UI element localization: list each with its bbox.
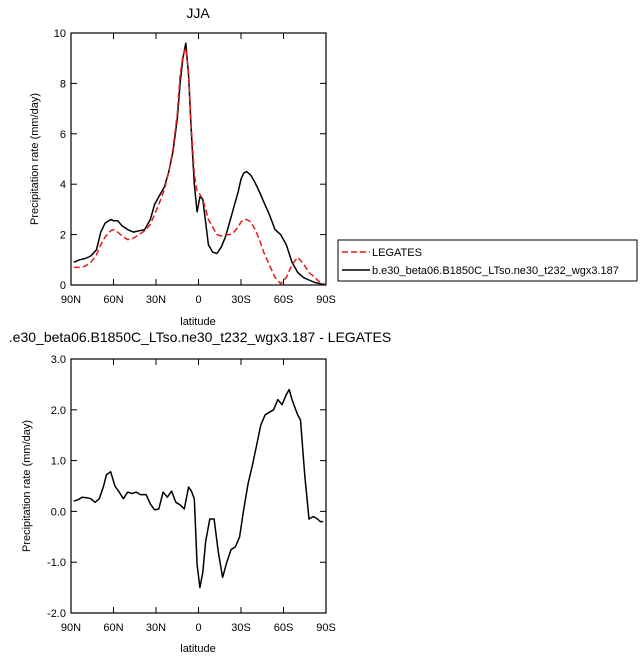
legend-label-legates: LEGATES: [372, 247, 422, 259]
top-x-axis-label: latitude: [180, 316, 215, 328]
top-y-tick-layer: 0 2 4 6 8 10: [54, 28, 326, 292]
bottom-chart-title: .e30_beta06.B1850C_LTso.ne30_t232_wgx3.1…: [9, 329, 391, 345]
bottom-y-tick-label: -1.0: [47, 557, 66, 569]
bottom-series-line-difference: [73, 388, 324, 589]
top-x-tick-layer: 90N 60N 30N 0 30S 60S 90S: [61, 33, 336, 306]
top-y-tick-label: 6: [60, 129, 66, 141]
top-y-tick-label: 8: [60, 78, 66, 90]
top-series-line-model: [73, 42, 325, 286]
bottom-x-tick-layer: 90N 60N 30N 0 30S 60S 90S: [61, 359, 336, 634]
bottom-x-tick-label: 30S: [231, 622, 251, 634]
bottom-x-tick-label: 60S: [274, 622, 294, 634]
top-x-tick-label: 0: [195, 294, 201, 306]
top-y-axis-label: Precipitation rate (mm/day): [29, 93, 41, 225]
top-y-tick-label: 0: [60, 280, 66, 292]
top-y-tick-label: 10: [54, 28, 66, 40]
bottom-y-tick-layer: -2.0 -1.0 0.0 1.0 2.0 3.0: [47, 354, 326, 620]
bottom-y-tick-label: 2.0: [51, 405, 66, 417]
legend-label-model: b.e30_beta06.B1850C_LTso.ne30_t232_wgx3.…: [372, 265, 619, 277]
bottom-y-tick-label: 3.0: [51, 354, 66, 366]
top-x-tick-label: 30N: [146, 294, 166, 306]
bottom-y-axis-label: Precipitation rate (mm/day): [21, 420, 33, 552]
top-y-tick-label: 4: [60, 179, 66, 191]
bottom-x-tick-label: 0: [195, 622, 201, 634]
legend: LEGATES b.e30_beta06.B1850C_LTso.ne30_t2…: [337, 239, 638, 282]
bottom-y-tick-label: 1.0: [51, 456, 66, 468]
bottom-x-tick-label: 90N: [61, 622, 81, 634]
top-y-tick-label: 2: [60, 230, 66, 242]
bottom-x-axis-label: latitude: [180, 643, 215, 655]
bottom-y-tick-label: -2.0: [47, 608, 66, 620]
bottom-y-tick-label: 0.0: [51, 506, 66, 518]
bottom-x-tick-label: 30N: [146, 622, 166, 634]
top-x-tick-label: 90N: [61, 294, 81, 306]
top-series-layer: [73, 42, 325, 286]
bottom-x-tick-label: 60N: [103, 622, 123, 634]
bottom-chart-panel: .e30_beta06.B1850C_LTso.ne30_t232_wgx3.1…: [9, 329, 391, 655]
top-series-line-legates: [73, 47, 325, 285]
legend-box: [337, 239, 638, 282]
top-chart-title: JJA: [186, 5, 210, 21]
top-x-tick-label: 60N: [103, 294, 123, 306]
top-x-tick-label: 30S: [231, 294, 251, 306]
bottom-series-layer: [73, 388, 324, 589]
bottom-x-tick-label: 90S: [316, 622, 336, 634]
top-chart-panel: JJA 90N 60N 30N 0 30S 60S 90S 0 2 4 6 8 10 latitude…: [29, 5, 336, 328]
top-x-tick-label: 60S: [274, 294, 294, 306]
top-x-tick-label: 90S: [316, 294, 336, 306]
